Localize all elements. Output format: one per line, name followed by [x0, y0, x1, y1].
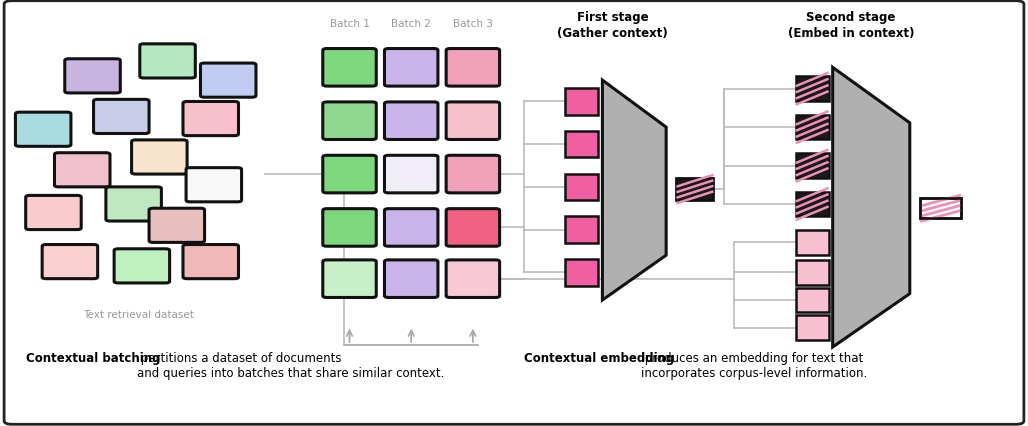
FancyBboxPatch shape [323, 156, 376, 193]
FancyBboxPatch shape [384, 103, 438, 140]
Text: Contextual batching: Contextual batching [26, 351, 160, 364]
Bar [920, 199, 961, 219]
Text: Batch 1: Batch 1 [330, 19, 369, 29]
FancyBboxPatch shape [323, 209, 376, 247]
FancyBboxPatch shape [186, 168, 242, 202]
FancyBboxPatch shape [54, 153, 110, 187]
Text: Second stage
(Embed in context): Second stage (Embed in context) [787, 11, 915, 40]
Bar [565, 217, 598, 243]
FancyBboxPatch shape [42, 245, 98, 279]
Text: First stage
(Gather context): First stage (Gather context) [557, 11, 668, 40]
Polygon shape [833, 68, 910, 347]
FancyBboxPatch shape [26, 196, 81, 230]
FancyBboxPatch shape [15, 113, 71, 147]
FancyBboxPatch shape [132, 141, 187, 175]
FancyBboxPatch shape [65, 60, 120, 94]
Polygon shape [602, 81, 666, 300]
FancyBboxPatch shape [446, 156, 500, 193]
Bar [565, 89, 598, 115]
FancyBboxPatch shape [183, 245, 238, 279]
Text: Batch 3: Batch 3 [453, 19, 492, 29]
FancyBboxPatch shape [149, 209, 205, 243]
Bar [796, 316, 829, 340]
Bar [796, 77, 829, 102]
Bar [796, 260, 829, 285]
FancyBboxPatch shape [4, 2, 1024, 424]
FancyBboxPatch shape [446, 260, 500, 298]
FancyBboxPatch shape [94, 100, 149, 134]
FancyBboxPatch shape [384, 209, 438, 247]
FancyBboxPatch shape [200, 64, 256, 98]
Bar [565, 174, 598, 201]
Bar [565, 259, 598, 286]
Text: Contextual embedding: Contextual embedding [524, 351, 674, 364]
Text: produces an embedding for text that
incorporates corpus-level information.: produces an embedding for text that inco… [641, 351, 868, 380]
FancyBboxPatch shape [140, 45, 195, 79]
Bar [796, 115, 829, 140]
FancyBboxPatch shape [114, 249, 170, 283]
FancyBboxPatch shape [446, 209, 500, 247]
Bar [796, 192, 829, 217]
FancyBboxPatch shape [183, 102, 238, 136]
FancyBboxPatch shape [323, 260, 376, 298]
FancyBboxPatch shape [446, 103, 500, 140]
FancyBboxPatch shape [106, 187, 161, 222]
Bar [920, 199, 961, 219]
Text: Text retrieval dataset: Text retrieval dataset [83, 309, 194, 319]
FancyBboxPatch shape [446, 49, 500, 87]
FancyBboxPatch shape [384, 156, 438, 193]
FancyBboxPatch shape [323, 103, 376, 140]
FancyBboxPatch shape [384, 49, 438, 87]
Bar [565, 132, 598, 158]
Bar [796, 230, 829, 255]
Bar [796, 288, 829, 313]
FancyBboxPatch shape [384, 260, 438, 298]
Bar [796, 154, 829, 178]
Text: Batch 2: Batch 2 [392, 19, 431, 29]
Text: partitions a dataset of documents
and queries into batches that share similar co: partitions a dataset of documents and qu… [137, 351, 444, 380]
FancyBboxPatch shape [323, 49, 376, 87]
Bar [676, 178, 713, 201]
